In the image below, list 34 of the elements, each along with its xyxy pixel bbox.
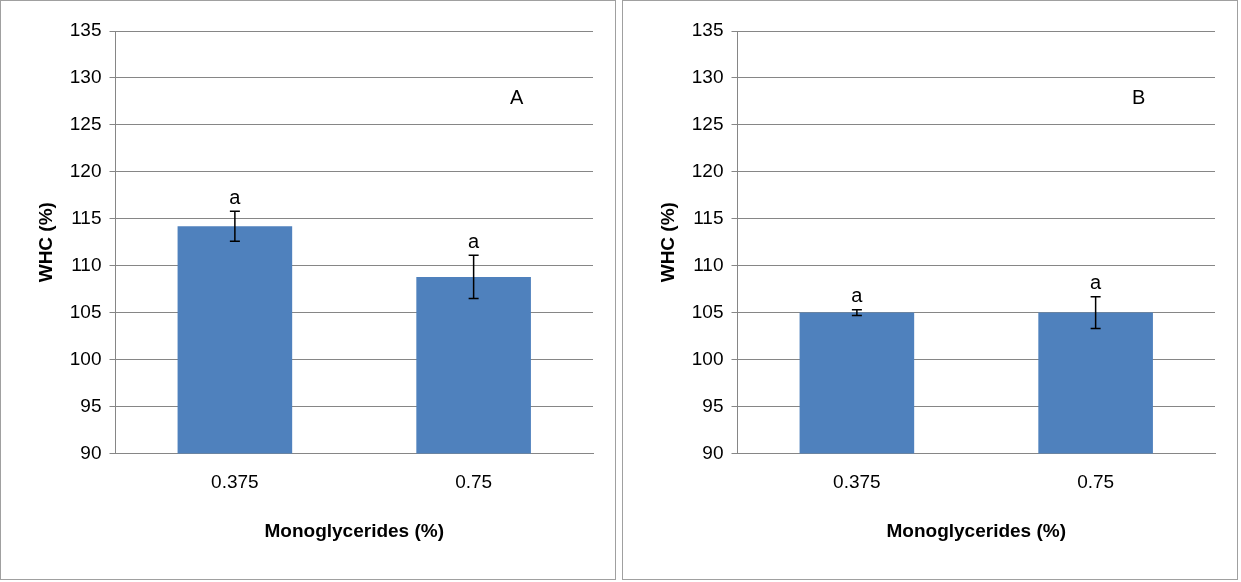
y-tick-label: 135 <box>69 19 102 41</box>
y-tick-label: 120 <box>691 160 724 182</box>
y-tick-label: 100 <box>691 347 724 369</box>
y-tick-label: 110 <box>693 253 724 275</box>
y-tick-label: 90 <box>702 441 724 463</box>
y-tick-label: 135 <box>691 19 724 41</box>
y-tick-label: 125 <box>691 113 724 135</box>
x-tick-label: 0.375 <box>211 471 259 493</box>
x-axis-title: Monoglycerides (%) <box>264 519 444 541</box>
y-axis-title: WHC (%) <box>34 202 56 283</box>
annotation: a <box>468 229 481 252</box>
y-tick-label: 115 <box>71 206 102 228</box>
annotation: B <box>1131 86 1146 109</box>
x-tick-label: 0.75 <box>455 471 493 493</box>
y-tick-label: 95 <box>80 394 102 416</box>
y-tick-label: 130 <box>69 66 102 88</box>
y-tick-label: 95 <box>702 394 724 416</box>
annotation: a <box>851 284 864 307</box>
x-tick-label: 0.375 <box>833 471 881 493</box>
y-tick-label: 90 <box>80 441 102 463</box>
y-tick-label: 115 <box>693 206 724 228</box>
annotation: a <box>229 185 242 208</box>
y-axis-title: WHC (%) <box>656 202 678 283</box>
x-tick-label: 0.75 <box>1077 471 1115 493</box>
annotation: a <box>1090 271 1103 294</box>
y-tick-label: 105 <box>69 300 102 322</box>
y-tick-label: 100 <box>69 347 102 369</box>
y-tick-label: 110 <box>71 253 102 275</box>
x-axis-title: Monoglycerides (%) <box>886 519 1066 541</box>
y-tick-label: 130 <box>691 66 724 88</box>
annotation: A <box>509 86 524 109</box>
y-tick-label: 125 <box>69 113 102 135</box>
y-tick-label: 120 <box>69 160 102 182</box>
y-tick-label: 105 <box>691 300 724 322</box>
